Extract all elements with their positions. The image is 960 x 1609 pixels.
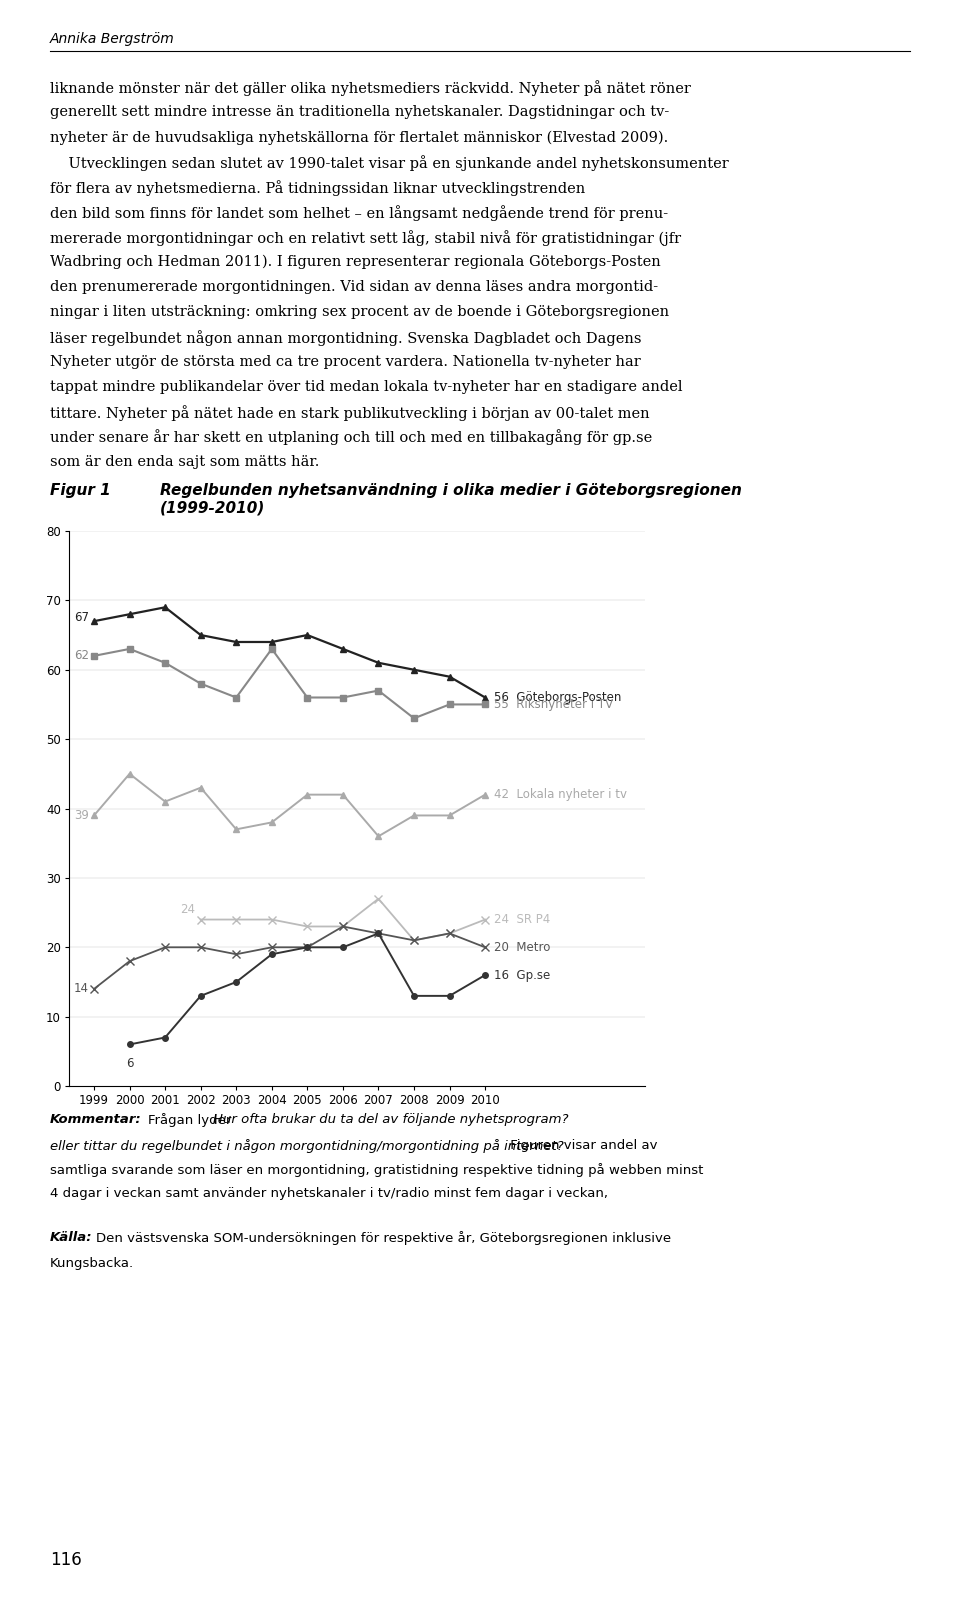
Text: den prenumererade morgontidningen. Vid sidan av denna läses andra morgontid-: den prenumererade morgontidningen. Vid s… — [50, 280, 658, 294]
Text: samtliga svarande som läser en morgontidning, gratistidning respektive tidning p: samtliga svarande som läser en morgontid… — [50, 1163, 704, 1178]
Text: som är den enda sajt som mätts här.: som är den enda sajt som mätts här. — [50, 455, 320, 468]
Text: under senare år har skett en utplaning och till och med en tillbakagång för gp.s: under senare år har skett en utplaning o… — [50, 430, 652, 446]
Text: tappat mindre publikandelar över tid medan lokala tv-nyheter har en stadigare an: tappat mindre publikandelar över tid med… — [50, 380, 683, 394]
Text: tittare. Nyheter på nätet hade en stark publikutveckling i början av 00-talet me: tittare. Nyheter på nätet hade en stark … — [50, 405, 650, 420]
Text: liknande mönster när det gäller olika nyhetsmediers räckvidd. Nyheter på nätet r: liknande mönster när det gäller olika ny… — [50, 80, 691, 97]
Text: Frågan lyder: Frågan lyder — [148, 1113, 235, 1128]
Text: mererade morgontidningar och en relativt sett låg, stabil nivå för gratistidning: mererade morgontidningar och en relativt… — [50, 230, 681, 246]
Text: Kungsbacka.: Kungsbacka. — [50, 1257, 134, 1270]
Text: 24  SR P4: 24 SR P4 — [494, 912, 550, 927]
Text: Figur 1: Figur 1 — [50, 483, 110, 497]
Text: 16  Gp.se: 16 Gp.se — [494, 969, 550, 981]
Text: 24: 24 — [180, 903, 195, 916]
Text: nyheter är de huvudsakliga nyhetskällorna för flertalet människor (Elvestad 2009: nyheter är de huvudsakliga nyhetskällorn… — [50, 130, 668, 145]
Text: Den västsvenska SOM-undersökningen för respektive år, Göteborgsregionen inklusiv: Den västsvenska SOM-undersökningen för r… — [96, 1231, 671, 1245]
Text: Källa:: Källa: — [50, 1231, 92, 1244]
Text: den bild som finns för landet som helhet – en långsamt nedgående trend för prenu: den bild som finns för landet som helhet… — [50, 206, 668, 220]
Text: Regelbunden nyhetsanvändning i olika medier i Göteborgsregionen
(1999-2010): Regelbunden nyhetsanvändning i olika med… — [160, 483, 742, 515]
Text: Hur ofta brukar du ta del av följande nyhetsprogram?: Hur ofta brukar du ta del av följande ny… — [213, 1113, 568, 1126]
Text: för flera av nyhetsmedierna. På tidningssidan liknar utvecklingstrenden: för flera av nyhetsmedierna. På tidnings… — [50, 180, 586, 196]
Text: eller tittar du regelbundet i någon morgontidning/morgontidning på internet?: eller tittar du regelbundet i någon morg… — [50, 1139, 564, 1154]
Text: ningar i liten utsträckning: omkring sex procent av de boende i Göteborgsregione: ningar i liten utsträckning: omkring sex… — [50, 306, 669, 319]
Text: 116: 116 — [50, 1551, 82, 1569]
Text: 14: 14 — [74, 983, 88, 996]
Text: 56  Göteborgs-Posten: 56 Göteborgs-Posten — [494, 690, 621, 705]
Text: 55  Riksnyheter i TV: 55 Riksnyheter i TV — [494, 698, 613, 711]
Text: Kommentar:: Kommentar: — [50, 1113, 141, 1126]
Text: 67: 67 — [74, 611, 88, 624]
Text: 6: 6 — [126, 1057, 133, 1070]
Text: 42  Lokala nyheter i tv: 42 Lokala nyheter i tv — [494, 788, 627, 801]
Text: generellt sett mindre intresse än traditionella nyhetskanaler. Dagstidningar och: generellt sett mindre intresse än tradit… — [50, 106, 669, 119]
Text: 39: 39 — [74, 809, 88, 822]
Text: Figuren visar andel av: Figuren visar andel av — [506, 1139, 658, 1152]
Text: Nyheter utgör de största med ca tre procent vardera. Nationella tv-nyheter har: Nyheter utgör de största med ca tre proc… — [50, 356, 640, 368]
Text: Utvecklingen sedan slutet av 1990-talet visar på en sjunkande andel nyhetskonsum: Utvecklingen sedan slutet av 1990-talet … — [50, 156, 729, 171]
Text: Wadbring och Hedman 2011). I figuren representerar regionala Göteborgs-Posten: Wadbring och Hedman 2011). I figuren rep… — [50, 256, 660, 269]
Text: Annika Bergström: Annika Bergström — [50, 32, 175, 47]
Text: läser regelbundet någon annan morgontidning. Svenska Dagbladet och Dagens: läser regelbundet någon annan morgontidn… — [50, 330, 641, 346]
Text: 4 dagar i veckan samt använder nyhetskanaler i tv/radio minst fem dagar i veckan: 4 dagar i veckan samt använder nyhetskan… — [50, 1187, 608, 1200]
Text: 62: 62 — [74, 650, 88, 663]
Text: 20  Metro: 20 Metro — [494, 941, 550, 954]
